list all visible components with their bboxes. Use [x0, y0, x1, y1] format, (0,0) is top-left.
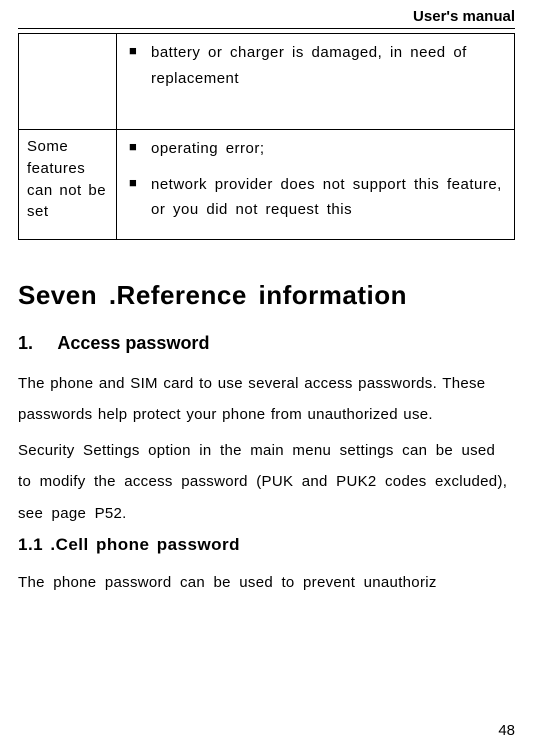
list-item: operating error; — [129, 136, 506, 162]
subsection-number: 1. — [18, 333, 33, 354]
paragraph: The phone password can be used to preven… — [18, 567, 515, 599]
table-row: battery or charger is damaged, in need o… — [19, 34, 515, 130]
page-number: 48 — [498, 722, 515, 739]
bullet-list: battery or charger is damaged, in need o… — [125, 40, 506, 91]
page-header: User's manual — [18, 8, 515, 29]
paragraph: The phone and SIM card to use several ac… — [18, 368, 515, 431]
row-label — [19, 34, 117, 130]
bullet-list: operating error; network provider does n… — [125, 136, 506, 223]
section-title: Seven .Reference information — [18, 280, 515, 311]
subsection-title: 1. Access password — [18, 333, 515, 354]
row-content: battery or charger is damaged, in need o… — [117, 34, 515, 130]
header-title: User's manual — [413, 8, 515, 25]
subsection-text: Access password — [57, 333, 209, 353]
troubleshoot-table: battery or charger is damaged, in need o… — [18, 33, 515, 240]
list-item: network provider does not support this f… — [129, 172, 506, 223]
row-label: Some features can not be set — [19, 130, 117, 240]
table-row: Some features can not be set operating e… — [19, 130, 515, 240]
row-content: operating error; network provider does n… — [117, 130, 515, 240]
list-item: battery or charger is damaged, in need o… — [129, 40, 506, 91]
paragraph: Security Settings option in the main men… — [18, 435, 515, 530]
subsubsection-title: 1.1 .Cell phone password — [18, 535, 515, 555]
